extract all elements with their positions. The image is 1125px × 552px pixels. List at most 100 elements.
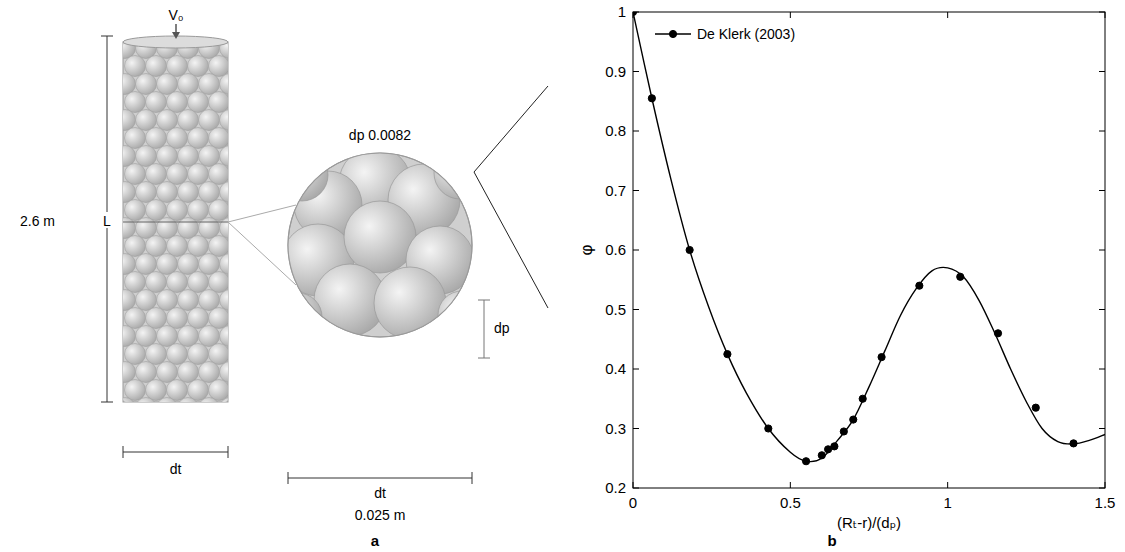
marker [648,95,655,102]
sphere [167,308,188,329]
dimension-line [123,452,228,453]
dimension-cap [288,472,289,484]
sphere [178,326,199,347]
sphere [146,128,167,149]
sphere [157,290,178,311]
sphere [125,344,146,365]
sphere [125,236,146,257]
sphere [125,56,146,77]
tick [633,71,639,72]
tick [633,250,639,251]
label: L [103,213,111,229]
sphere [125,92,146,113]
sphere [188,128,209,149]
sphere [209,92,229,113]
sphere [274,293,322,341]
label-patch [99,212,115,228]
sphere [146,92,167,113]
sphere [146,344,167,365]
sphere [157,182,178,203]
marker [840,428,847,435]
tick [790,12,791,18]
sphere [188,92,209,113]
plot-area [633,12,1105,465]
tick [1099,71,1105,72]
sphere [157,74,178,95]
marker [916,282,923,289]
label: 0.025 m [355,507,406,523]
sphere [136,290,157,311]
tick [947,482,948,488]
tick-label: 0.6 [605,241,626,258]
sphere [209,308,229,329]
tick-label: 0.7 [605,182,626,199]
sphere [178,74,199,95]
dimension-line [484,300,485,358]
sphere [125,200,146,221]
dimension-cap [472,472,473,484]
sphere [167,200,188,221]
sphere [157,218,178,239]
zoom-line [474,86,548,172]
sphere [125,164,146,185]
sphere [136,362,157,383]
sphere [136,218,157,239]
sphere [167,164,188,185]
sphere [178,110,199,131]
sphere [209,164,229,185]
sphere [188,236,209,257]
sphere [167,236,188,257]
tick-label: 0.5 [780,494,801,511]
sphere [178,182,199,203]
tick-label: 1.5 [1095,494,1116,511]
sphere [188,56,209,77]
tick [633,428,639,429]
marker [686,246,693,253]
label: dt [374,485,386,501]
marker [669,30,676,37]
sphere [146,308,167,329]
sphere [178,398,199,403]
sphere [167,272,188,293]
dimension-line [288,478,472,479]
sphere [146,200,167,221]
tick [633,190,639,191]
marker [765,425,772,432]
marker [818,452,825,459]
packing [123,42,228,402]
marker [1070,440,1077,447]
sphere [209,200,229,221]
sphere [178,218,199,239]
sphere [188,308,209,329]
figure: V₀L2.6 mdtdp 0.0082dpdt0.025 mab0.20.30.… [0,0,1125,552]
label: 2.6 m [20,213,55,229]
dimension-cap [478,358,490,359]
dimension-cap [228,446,229,458]
sphere [136,110,157,131]
sphere [199,218,220,239]
legend-text: De Klerk (2003) [697,26,795,42]
tick [1099,190,1105,191]
sphere [167,56,188,77]
sphere [136,326,157,347]
sphere [220,398,229,403]
sphere [199,182,220,203]
axis-title: (Rₜ-r)/(dₚ) [837,514,901,531]
cross-section-rim [288,153,472,337]
tick-label: 0.4 [605,360,626,377]
sphere [199,254,220,275]
tick-label: 0.5 [605,301,626,318]
sphere [125,308,146,329]
tick-label: 0.2 [605,479,626,496]
sphere [136,74,157,95]
dimension-cap [123,446,124,458]
sphere [178,290,199,311]
sphere [199,326,220,347]
sphere [209,56,229,77]
sphere [188,200,209,221]
sphere [167,128,188,149]
label: dp [494,320,510,336]
sphere [146,272,167,293]
marker [859,395,866,402]
sphere [209,128,229,149]
